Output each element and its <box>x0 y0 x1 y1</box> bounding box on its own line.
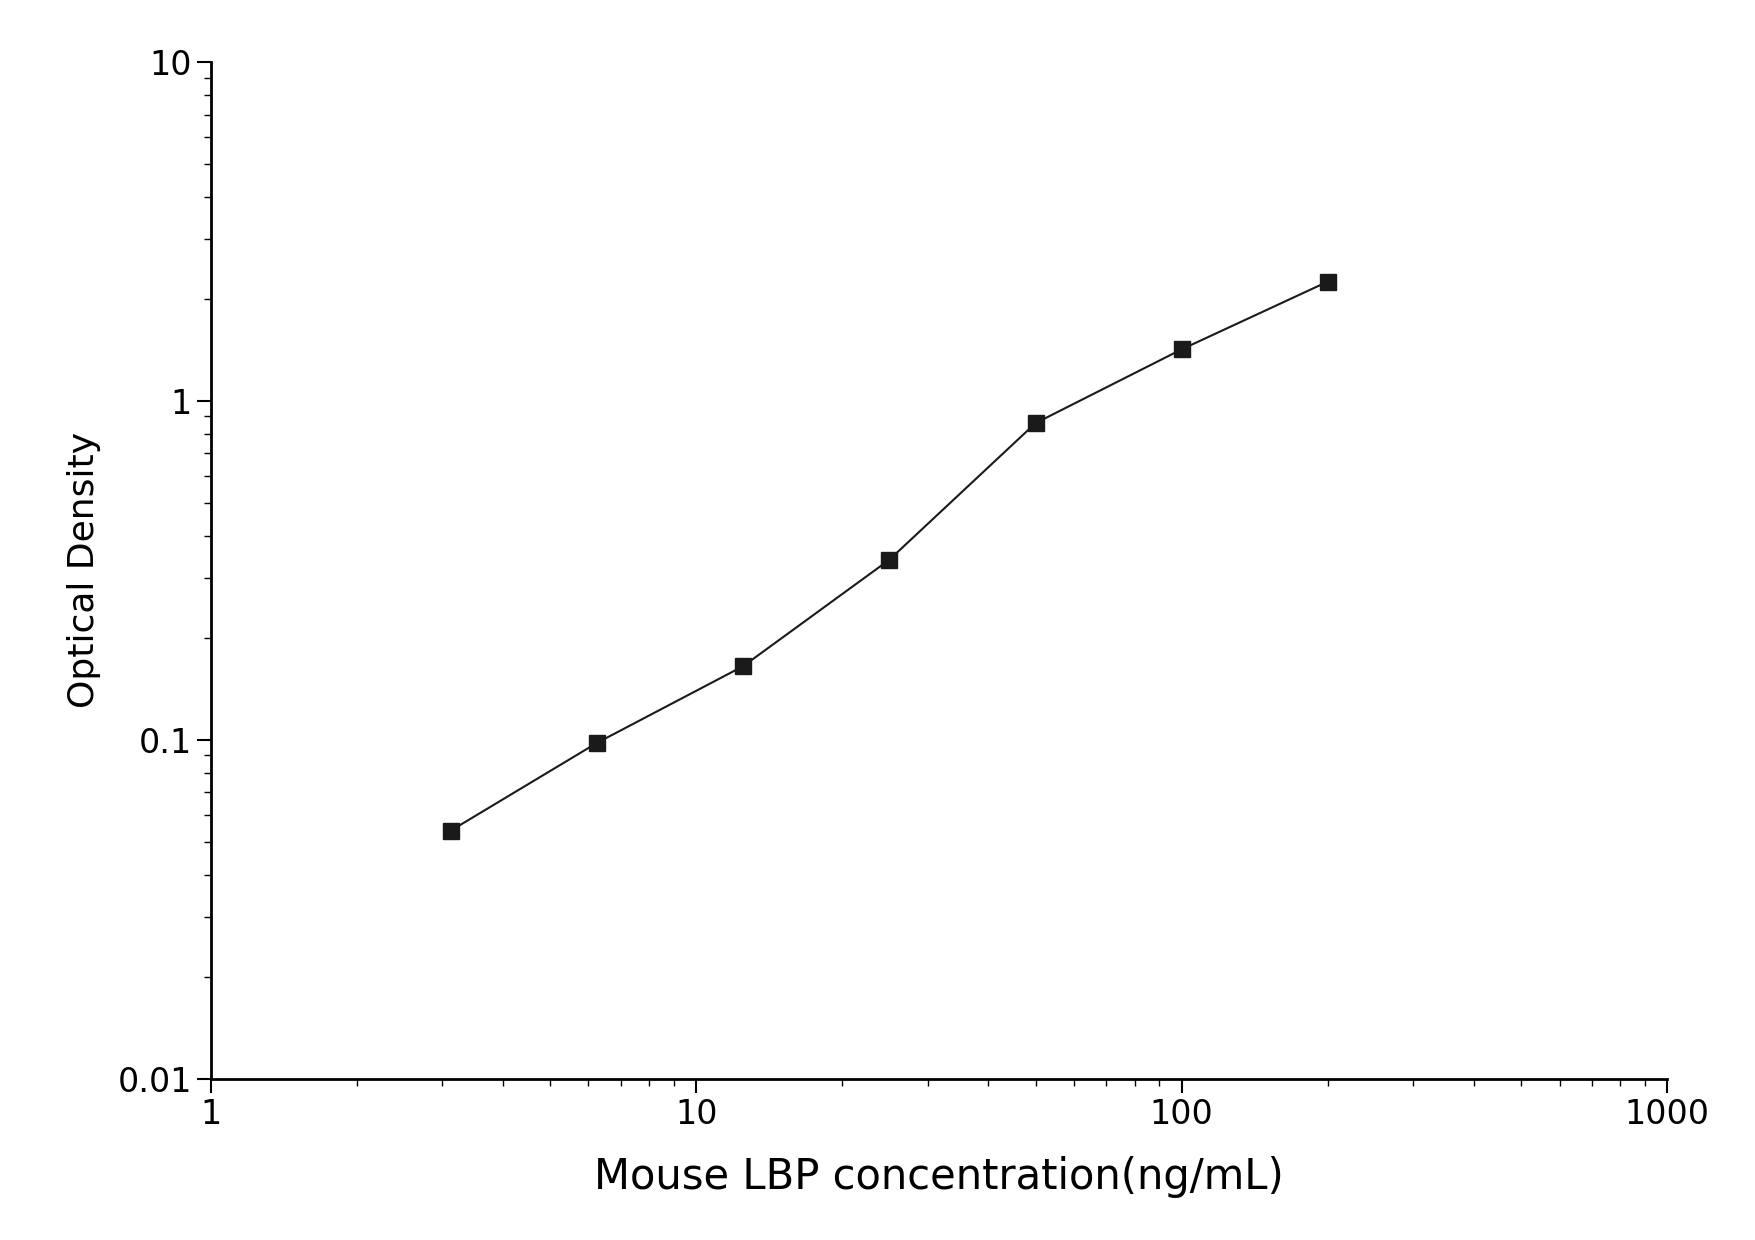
Y-axis label: Optical Density: Optical Density <box>67 433 100 708</box>
X-axis label: Mouse LBP concentration(ng/mL): Mouse LBP concentration(ng/mL) <box>593 1156 1285 1198</box>
